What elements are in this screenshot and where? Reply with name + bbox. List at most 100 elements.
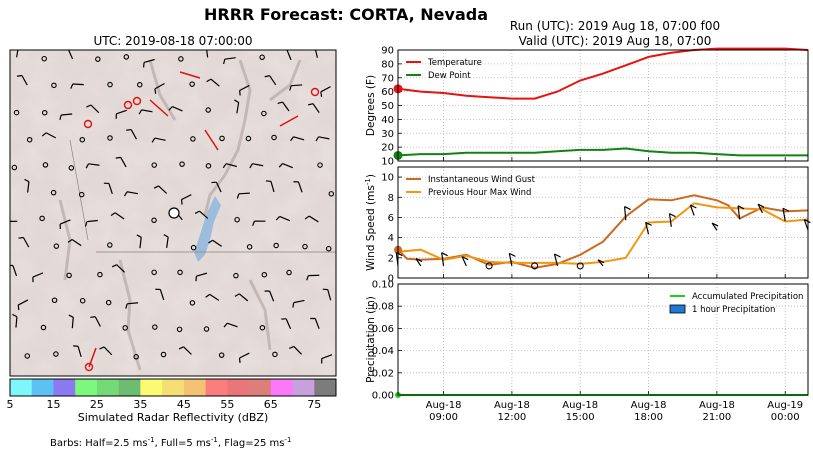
legend-label: Dew Point (428, 71, 471, 81)
wind-barb-feather (154, 88, 157, 94)
wind-barb (711, 222, 718, 231)
wind-barb (293, 345, 302, 355)
y-tick-label: 0 (388, 274, 394, 285)
colorbar-swatch (140, 379, 163, 396)
wind-barb-feather (509, 252, 516, 257)
calm-circle (234, 216, 240, 223)
calm-circle (151, 162, 157, 168)
wind-barb (196, 272, 208, 277)
calm-circle (205, 163, 212, 169)
wind-barb (757, 203, 763, 214)
wind-barb (279, 215, 291, 222)
wind-barb (297, 181, 303, 193)
wind-barb-feather (223, 59, 226, 65)
wind-barb (285, 318, 292, 330)
calm-circle (190, 136, 196, 142)
wind-barb (441, 252, 445, 266)
wind-barb (130, 129, 138, 140)
wind-barb (508, 253, 513, 267)
calm-circle (177, 269, 183, 276)
x-tick-label: 00:00 (771, 412, 800, 423)
y-tick-label: 2 (388, 253, 394, 264)
wind-barb (108, 183, 113, 195)
calm-circle (40, 324, 47, 331)
wind-barb-feather (206, 78, 212, 83)
calm-circle (176, 326, 183, 333)
calm-circle (133, 354, 139, 360)
wind-barb (269, 290, 275, 302)
wind-barb (238, 293, 249, 302)
calm-circle (53, 351, 59, 357)
wind-barb (282, 101, 290, 112)
wind-barb-feather (554, 253, 561, 258)
wind-barb-feather (238, 357, 241, 364)
y-axis-label: Degrees (F) (365, 75, 377, 136)
calm-circle (26, 136, 33, 143)
wind-barb (645, 222, 650, 235)
wind-barb-feather (138, 109, 143, 115)
colorbar-swatch (270, 379, 293, 396)
wind-barb-feather (315, 136, 320, 142)
wind-barb (461, 256, 467, 267)
calm-circle (203, 326, 210, 332)
wind-barb-feather (110, 212, 116, 217)
wind-barb-feather (306, 275, 309, 281)
wind-barb (236, 102, 240, 114)
wind-barb-feather (804, 219, 811, 224)
x-tick-label: Aug-19 (767, 400, 803, 411)
wind-barb (183, 346, 192, 355)
wind-barb-feather (24, 178, 30, 183)
x-tick-label: Aug-18 (562, 400, 598, 411)
calm-circle (97, 271, 103, 278)
plot-frame (397, 166, 809, 279)
calm-circle (273, 242, 279, 249)
wind-barb-feather (690, 204, 697, 209)
wind-barb (141, 109, 153, 113)
run-line: Run (UTC): 2019 Aug 18, 07:00 f00 (510, 19, 720, 33)
wind-barb (308, 215, 319, 223)
wind-barb (270, 181, 275, 193)
legend-label: Previous Hour Max Wind (428, 188, 531, 198)
map-title: UTC: 2019-08-18 07:00:00 (93, 34, 252, 48)
calm-circle (246, 244, 253, 250)
calm-circle (13, 109, 20, 116)
calm-circle (42, 162, 49, 168)
wind-barb (21, 75, 28, 86)
plot-frame (397, 49, 809, 162)
wind-barb-feather (289, 345, 295, 349)
calm-circle (66, 272, 72, 279)
colorbar-swatch (292, 379, 315, 396)
calm-circle (190, 244, 197, 251)
calm-circle (531, 262, 539, 270)
wind-barb (71, 317, 74, 329)
legend-label: Accumulated Precipitation (692, 292, 803, 302)
wind-barb-feather (111, 264, 117, 268)
wind-barb (159, 289, 165, 301)
y-tick-label: 30 (381, 129, 394, 140)
wind-barb (782, 208, 786, 222)
colorbar-swatch (249, 379, 272, 396)
wind-barb (206, 50, 209, 58)
wind-barb-feather (151, 137, 156, 143)
wind-barb-feather (194, 210, 200, 214)
wind-barb-feather (17, 304, 20, 311)
colorbar-frame (9, 378, 337, 397)
wind-barb (252, 163, 264, 167)
wind-barb (166, 236, 169, 248)
wind-barb-feather (277, 101, 283, 104)
wind-barb-feather (223, 322, 228, 328)
wind-barb (139, 237, 142, 249)
y-tick-label: 6 (388, 213, 394, 224)
wind-barb (321, 354, 333, 360)
calm-circle (137, 81, 143, 88)
calm-circle (485, 262, 493, 270)
calm-circle (53, 243, 60, 249)
colorbar-swatch (205, 379, 228, 396)
wind-barb (318, 136, 330, 140)
wind-barb (291, 84, 303, 87)
wind-barb (212, 239, 223, 247)
gust-barb (149, 99, 169, 117)
wind-barb-feather (99, 346, 105, 350)
chart-panel-2: 0 2 4 6 8 10 Wind Speed (ms-1) Instantaneous Wi… (364, 166, 811, 285)
wind-barb-feather (289, 85, 292, 91)
